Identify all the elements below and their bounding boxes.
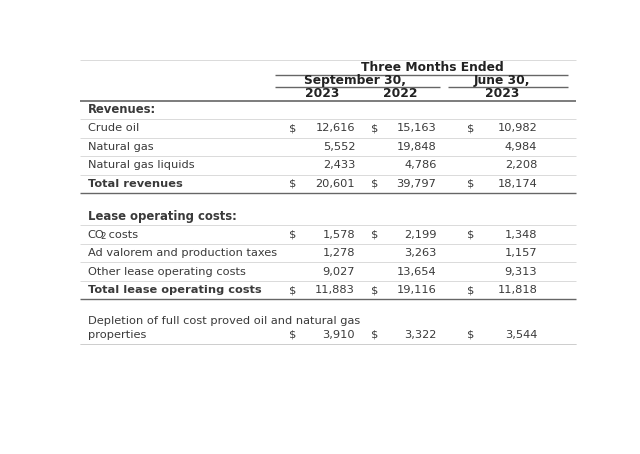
- Text: 4,786: 4,786: [404, 160, 436, 170]
- Text: $: $: [289, 123, 296, 133]
- Text: 12,616: 12,616: [316, 123, 355, 133]
- Text: $: $: [371, 123, 378, 133]
- Text: 4,984: 4,984: [505, 142, 537, 152]
- Text: $: $: [289, 179, 296, 189]
- Text: 13,654: 13,654: [397, 266, 436, 276]
- Text: 2023: 2023: [485, 87, 520, 100]
- Text: Lease operating costs:: Lease operating costs:: [88, 210, 237, 222]
- Text: 1,578: 1,578: [323, 230, 355, 240]
- Text: 3,910: 3,910: [323, 330, 355, 340]
- Text: 11,883: 11,883: [316, 285, 355, 295]
- Text: 19,848: 19,848: [397, 142, 436, 152]
- Text: $: $: [467, 123, 475, 133]
- Text: $: $: [467, 230, 475, 240]
- Text: $: $: [467, 285, 475, 295]
- Text: 39,797: 39,797: [397, 179, 436, 189]
- Text: 15,163: 15,163: [397, 123, 436, 133]
- Text: $: $: [371, 230, 378, 240]
- Text: 1,348: 1,348: [505, 230, 537, 240]
- Text: 2: 2: [100, 232, 106, 241]
- Text: 1,157: 1,157: [504, 248, 537, 258]
- Text: 2,199: 2,199: [404, 230, 436, 240]
- Text: 11,818: 11,818: [497, 285, 537, 295]
- Text: 5,552: 5,552: [323, 142, 355, 152]
- Text: 2023: 2023: [305, 87, 340, 100]
- Text: 2,433: 2,433: [323, 160, 355, 170]
- Text: 20,601: 20,601: [316, 179, 355, 189]
- Text: $: $: [467, 179, 475, 189]
- Text: properties: properties: [88, 330, 146, 340]
- Text: 10,982: 10,982: [497, 123, 537, 133]
- Text: 9,027: 9,027: [323, 266, 355, 276]
- Text: Total lease operating costs: Total lease operating costs: [88, 285, 261, 295]
- Text: 2,208: 2,208: [505, 160, 537, 170]
- Text: Total revenues: Total revenues: [88, 179, 182, 189]
- Text: Ad valorem and production taxes: Ad valorem and production taxes: [88, 248, 277, 258]
- Text: CO: CO: [88, 230, 104, 240]
- Text: $: $: [467, 330, 475, 340]
- Text: 9,313: 9,313: [504, 266, 537, 276]
- Text: 1,278: 1,278: [323, 248, 355, 258]
- Text: $: $: [371, 330, 378, 340]
- Text: $: $: [289, 230, 296, 240]
- Text: Natural gas: Natural gas: [88, 142, 154, 152]
- Text: Natural gas liquids: Natural gas liquids: [88, 160, 195, 170]
- Text: 2022: 2022: [383, 87, 417, 100]
- Text: costs: costs: [105, 230, 138, 240]
- Text: Depletion of full cost proved oil and natural gas: Depletion of full cost proved oil and na…: [88, 316, 360, 326]
- Text: 3,263: 3,263: [404, 248, 436, 258]
- Text: September 30,: September 30,: [304, 74, 406, 87]
- Text: Revenues:: Revenues:: [88, 104, 156, 116]
- Text: 3,544: 3,544: [505, 330, 537, 340]
- Text: 3,322: 3,322: [404, 330, 436, 340]
- Text: 18,174: 18,174: [497, 179, 537, 189]
- Text: June 30,: June 30,: [474, 74, 531, 87]
- Text: $: $: [289, 330, 296, 340]
- Text: Other lease operating costs: Other lease operating costs: [88, 266, 246, 276]
- Text: $: $: [371, 285, 378, 295]
- Text: Crude oil: Crude oil: [88, 123, 139, 133]
- Text: $: $: [371, 179, 378, 189]
- Text: $: $: [289, 285, 296, 295]
- Text: 19,116: 19,116: [397, 285, 436, 295]
- Text: Three Months Ended: Three Months Ended: [361, 61, 504, 74]
